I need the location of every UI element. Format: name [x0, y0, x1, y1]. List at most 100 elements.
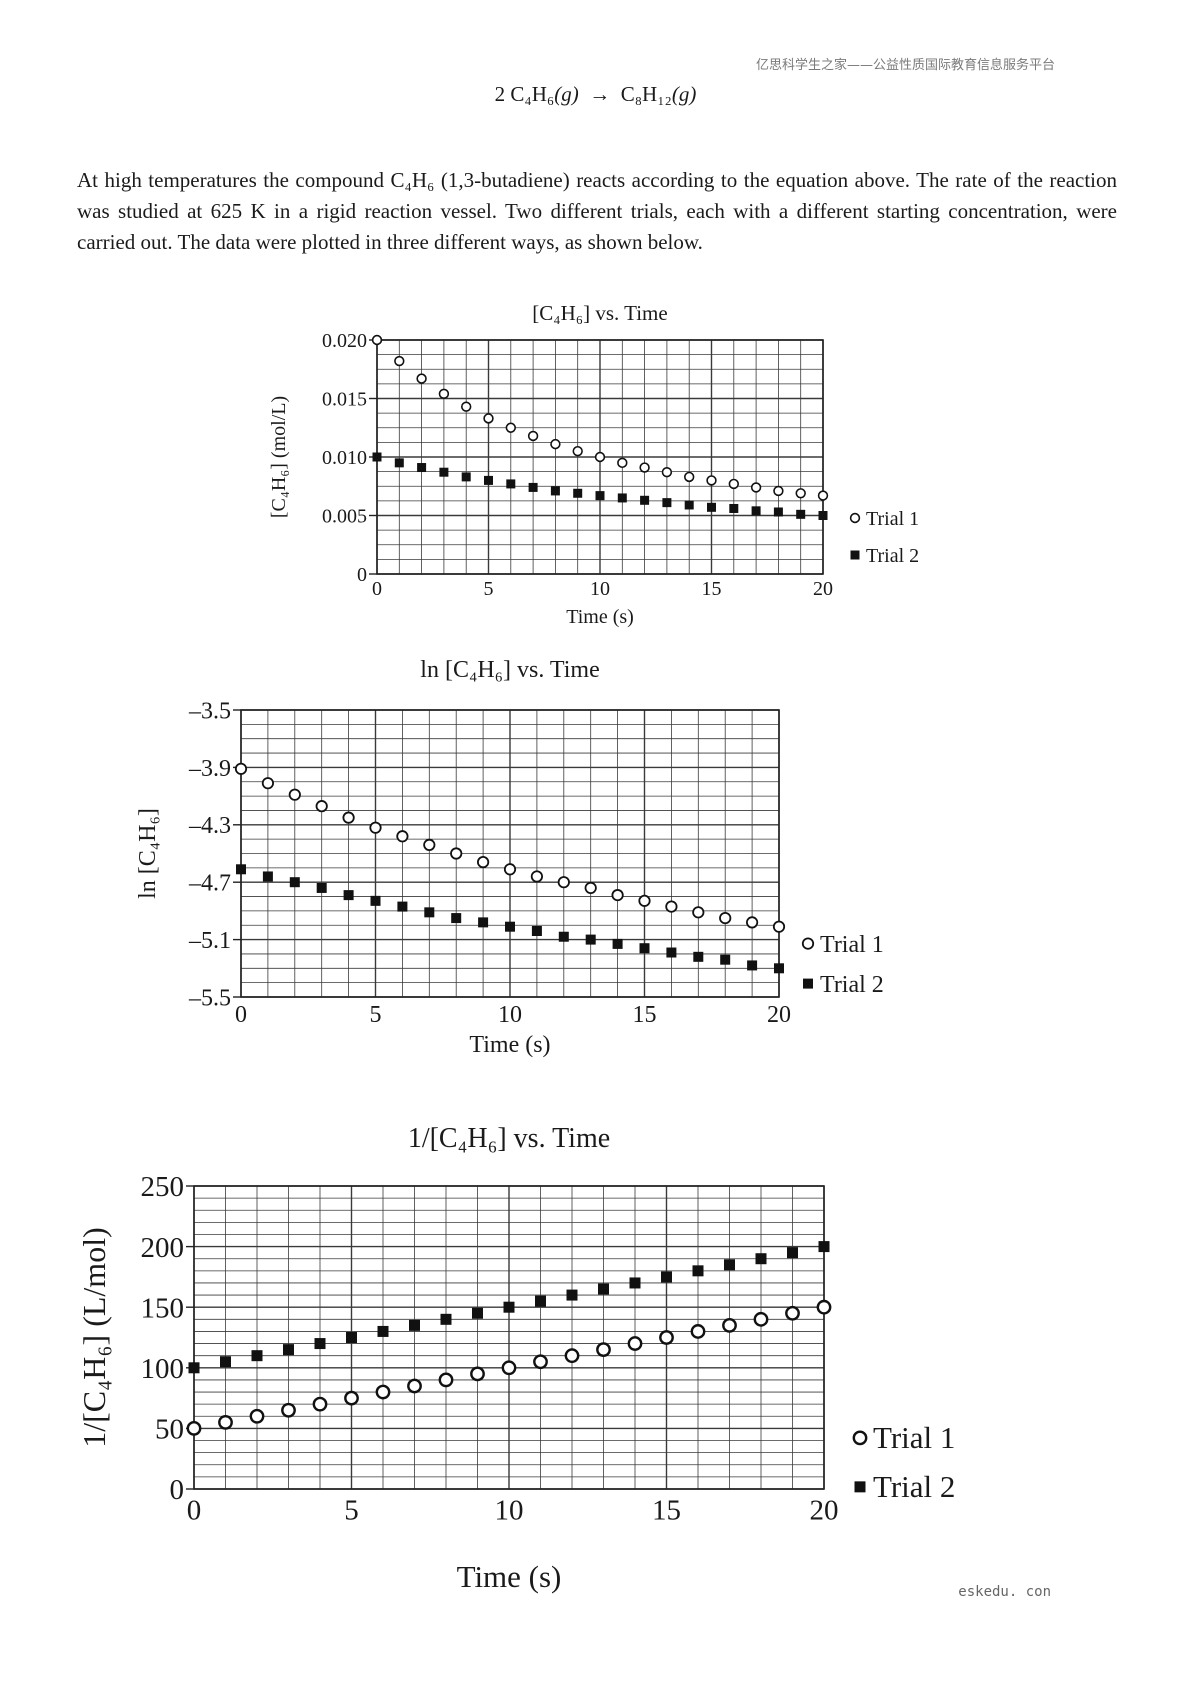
concentration-vs-time-chart: 0 0.005 0.010 0.015 0.020 0 5 10 15 20 [C₄H₆] vs. …: [268, 301, 919, 628]
trial-1-point: [312, 1396, 328, 1412]
trial-2-point: [724, 1259, 735, 1271]
trial-1-point: [369, 821, 382, 834]
trial-2-point: [573, 488, 583, 498]
trial-2-point: [684, 500, 694, 510]
legend-trial-1-marker: [801, 937, 815, 950]
series-2: [372, 452, 828, 520]
legend-trial-2-marker: [850, 550, 860, 560]
trial-2-point: [720, 954, 731, 965]
trial-2-point: [818, 511, 828, 520]
trial-1-point: [750, 482, 762, 493]
legend-trial-1-label: Trial 1: [820, 932, 884, 958]
intro-paragraph: At high temperatures the compound C₄H₆ (…: [77, 165, 1117, 258]
x-tick-label: 15: [633, 1002, 657, 1028]
legend-trial-2-label: Trial 2: [820, 972, 884, 998]
series-2: [188, 1241, 830, 1374]
trial-1-point: [683, 471, 695, 483]
trial-1-point: [342, 811, 355, 824]
trial-2-point: [343, 890, 354, 901]
trial-2-point: [346, 1332, 357, 1343]
y-axis-label: [C₄H₆] (mol/L): [268, 396, 290, 518]
trial-2-point: [598, 1283, 609, 1295]
equation-arrow: →: [589, 82, 611, 106]
trial-2-point: [729, 503, 739, 513]
trial-2-point: [796, 509, 806, 519]
y-tick-label: 150: [141, 1292, 185, 1324]
chart-title: [C₄H₆] vs. Time: [532, 301, 667, 325]
trial-1-point: [639, 462, 650, 473]
trial-1-point: [407, 1378, 422, 1394]
trial-1-point: [281, 1402, 296, 1418]
trial-2-point: [639, 943, 650, 954]
equation-product-phase: (g): [671, 82, 697, 106]
trial-2-point: [484, 475, 493, 485]
trial-2-point: [550, 486, 560, 496]
x-tick-label: 10: [590, 578, 610, 600]
legend-trial-2-label: Trial 2: [866, 545, 919, 567]
trial-1-point: [234, 762, 248, 775]
trial-2-point: [612, 938, 623, 949]
trial-1-point: [785, 1305, 800, 1321]
trial-2-point: [585, 934, 596, 945]
trial-2-point: [188, 1362, 200, 1374]
legend-trial-1-marker: [852, 1430, 868, 1446]
trial-1-point: [722, 1317, 737, 1333]
series-1: [186, 1299, 832, 1436]
x-tick-label: 0: [187, 1494, 202, 1526]
chart-title: ln [C₄H₆] vs. Time: [420, 657, 599, 683]
y-tick-label: 0.020: [322, 330, 367, 352]
trial-2-point: [818, 1241, 830, 1253]
trial-1-point: [476, 856, 490, 869]
trial-1-point: [659, 1330, 674, 1345]
x-tick-label: 10: [498, 1002, 522, 1028]
trial-1-point: [665, 900, 678, 913]
trial-2-point: [535, 1295, 546, 1307]
trial-2-point: [289, 877, 300, 888]
trial-2-point: [661, 1271, 672, 1283]
trial-1-point: [470, 1366, 485, 1382]
x-tick-label: 15: [652, 1494, 681, 1526]
y-tick-label: –5.5: [188, 985, 231, 1011]
y-tick-label: 200: [141, 1232, 185, 1264]
reaction-equation: 2 C₄H₆(g) → C₈H₁₂(g): [0, 82, 1191, 107]
trial-2-point: [451, 913, 462, 924]
trial-2-point: [617, 493, 627, 503]
trial-1-point: [249, 1408, 265, 1424]
trial-1-point: [416, 373, 427, 384]
trial-2-point: [372, 452, 382, 462]
x-tick-label: 0: [372, 578, 382, 600]
trial-2-point: [755, 1253, 767, 1265]
trial-1-point: [594, 451, 606, 463]
trial-1-point: [218, 1414, 233, 1430]
trial-1-point: [438, 1372, 454, 1388]
x-tick-label: 10: [495, 1494, 524, 1526]
trial-1-point: [505, 422, 516, 433]
y-tick-label: 250: [141, 1171, 185, 1203]
trial-2-point: [566, 1289, 578, 1301]
trial-2-point: [251, 1350, 263, 1362]
trial-2-point: [595, 491, 605, 501]
trial-2-point: [666, 947, 677, 958]
trial-1-point: [719, 911, 732, 925]
watermark-text: 亿思科学生之家——公益性质国际教育信息服务平台: [755, 58, 1055, 73]
trial-2-point: [236, 864, 246, 875]
x-tick-label: 5: [484, 578, 494, 600]
trial-1-point: [745, 916, 759, 929]
trial-2-point: [397, 901, 408, 912]
trial-2-point: [394, 458, 404, 468]
equation-reactant: C₄H₆: [510, 82, 555, 106]
trial-1-point: [584, 881, 597, 895]
trial-1-point: [501, 1360, 517, 1376]
y-axis-label: ln [C₄H₆]: [135, 808, 161, 899]
plot-frame: [240, 709, 780, 998]
legend-trial-1-label: Trial 1: [873, 1420, 955, 1455]
equation-reactant-phase: (g): [554, 82, 579, 106]
y-tick-label: 0.015: [322, 389, 367, 411]
trial-1-point: [375, 1384, 391, 1400]
trial-1-point: [572, 445, 583, 457]
trial-2-point: [283, 1344, 294, 1356]
trial-2-point: [774, 963, 784, 974]
trial-2-point: [314, 1338, 326, 1350]
x-tick-label: 15: [702, 578, 722, 600]
legend-trial-1-marker: [849, 512, 861, 524]
